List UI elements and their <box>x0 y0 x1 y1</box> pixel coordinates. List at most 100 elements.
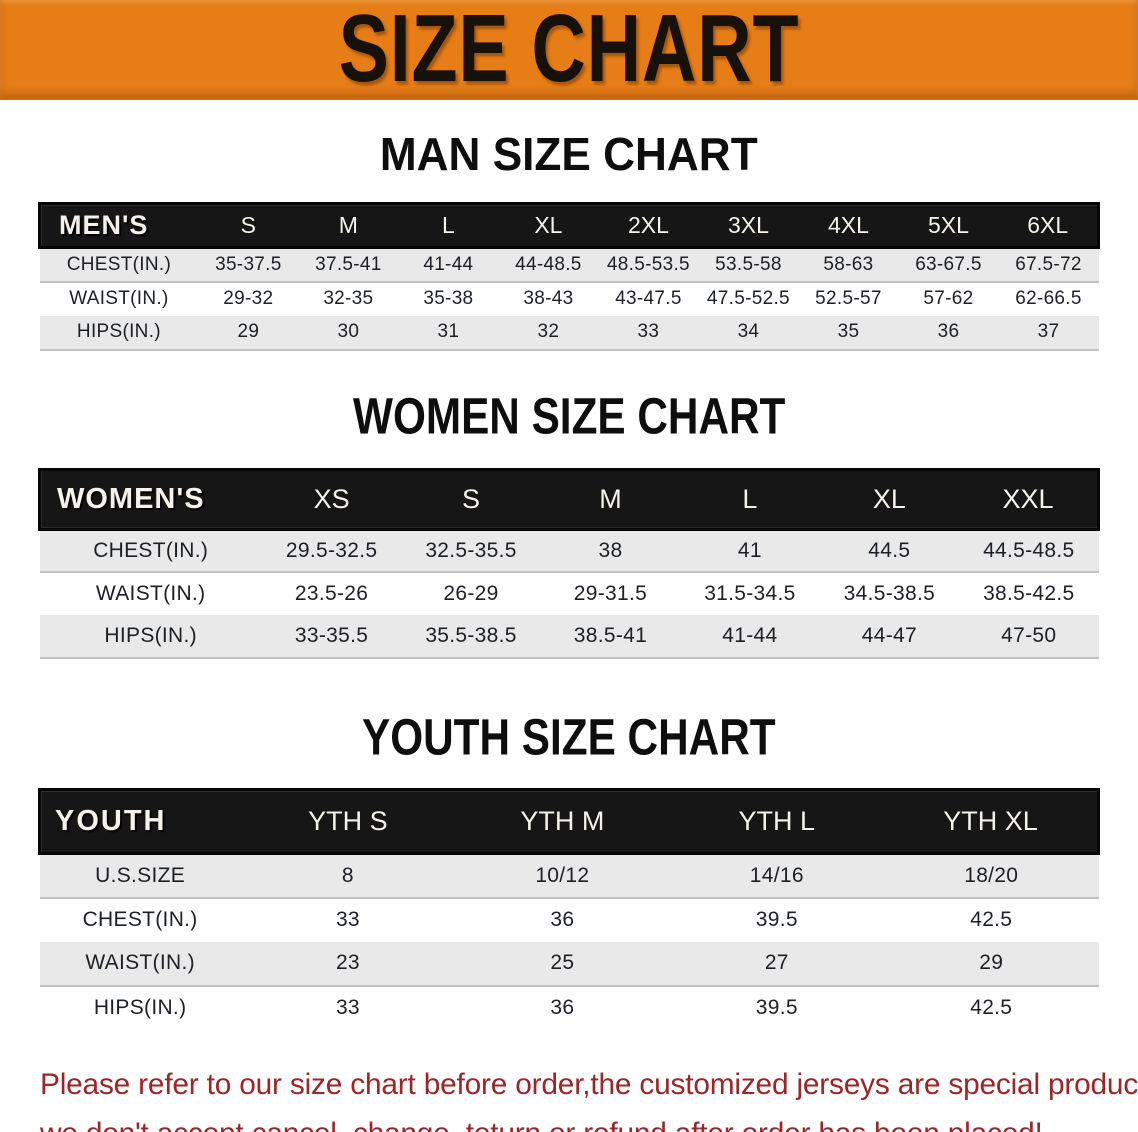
size-value-cell: 63-67.5 <box>915 253 982 275</box>
size-value-cell: 33 <box>335 908 360 931</box>
size-value-cell: 35.5-38.5 <box>425 624 517 647</box>
size-value-cell: 32-35 <box>323 288 374 309</box>
size-value-cell: 44-47 <box>861 624 917 647</box>
size-value-cell: 36 <box>937 321 960 342</box>
size-value-cell: 14/16 <box>749 863 804 887</box>
youth-size-heading: YOUTH SIZE CHART <box>0 708 1138 765</box>
man-size-heading: MAN SIZE CHART <box>0 127 1138 181</box>
size-value-cell: 62-66.5 <box>1015 288 1082 309</box>
size-value-cell: 39.5 <box>755 996 798 1019</box>
row-label: WAIST(IN.) <box>85 951 195 974</box>
size-column-header: 6XL <box>1027 212 1069 238</box>
row-label: HIPS(IN.) <box>93 996 187 1019</box>
table-row: WAIST(IN.) 23.5-26 26-29 29-31.5 31.5-34.5 34… <box>39 572 1099 615</box>
size-value-cell: 10/12 <box>535 863 590 887</box>
table-row: WAIST(IN.) 29-32 32-35 35-38 38-43 43-47.5 47.… <box>39 281 1099 316</box>
row-label: U.S.SIZE <box>95 863 186 887</box>
size-value-cell: 48.5-53.5 <box>606 253 690 275</box>
row-label: CHEST(IN.) <box>93 538 209 562</box>
size-column-header: 4XL <box>827 212 869 238</box>
row-label: CHEST(IN.) <box>82 908 198 931</box>
size-value-cell: 23 <box>335 951 360 974</box>
size-value-cell: 26-29 <box>443 582 499 605</box>
row-label: HIPS(IN.) <box>76 321 161 342</box>
table-row: CHEST(IN.) 29.5-32.5 32.5-35.5 38 41 44.5 44.5… <box>39 529 1099 572</box>
size-column-header: XL <box>534 212 563 238</box>
size-value-cell: 44.5-48.5 <box>983 538 1075 562</box>
size-value-cell: 38-43 <box>523 288 574 309</box>
size-column-header: YTH L <box>738 806 816 836</box>
size-value-cell: 67.5-72 <box>1015 253 1082 275</box>
size-value-cell: 38.5-41 <box>573 624 648 647</box>
size-value-cell: 33-35.5 <box>294 624 369 647</box>
size-value-cell: 43-47.5 <box>615 288 682 309</box>
size-value-cell: 30 <box>337 321 360 342</box>
size-value-cell: 42.5 <box>970 908 1013 931</box>
size-value-cell: 29 <box>237 321 260 342</box>
table-row: HIPS(IN.) 33 36 39.5 42.5 <box>39 985 1099 1030</box>
size-value-cell: 29 <box>979 951 1004 974</box>
disclaimer-text: Please refer to our size chart before or… <box>40 1060 1138 1132</box>
row-label: WAIST(IN.) <box>95 582 206 605</box>
table-row: HIPS(IN.) 29 30 31 32 33 34 35 36 37 <box>39 315 1099 350</box>
size-value-cell: 39.5 <box>755 908 798 931</box>
size-column-header: 3XL <box>727 212 769 238</box>
row-label: WAIST(IN.) <box>69 288 169 309</box>
size-value-cell: 44.5 <box>868 538 911 562</box>
disclaimer-line-2: we don't accept cancel, change, teturn o… <box>40 1109 1095 1132</box>
size-value-cell: 34.5-38.5 <box>843 582 936 605</box>
row-label: CHEST(IN.) <box>66 253 172 275</box>
mens-size-table: MEN'S S M L XL 2XL 3XL 4XL 5XL 6XL CHEST(IN.) 35-37… <box>38 202 1100 351</box>
size-column-header: 2XL <box>627 212 669 238</box>
size-value-cell: 25 <box>550 951 575 974</box>
table-row: HIPS(IN.) 33-35.5 35.5-38.5 38.5-41 41-44 44-… <box>39 615 1099 658</box>
size-value-cell: 58-63 <box>823 253 874 275</box>
size-chart-banner: SIZE CHART <box>0 0 1138 100</box>
size-value-cell: 35-37.5 <box>215 253 282 275</box>
size-value-cell: 31 <box>437 321 460 342</box>
size-value-cell: 29.5-32.5 <box>285 538 378 562</box>
size-value-cell: 35-38 <box>423 288 474 309</box>
size-value-cell: 29-32 <box>223 288 274 309</box>
size-value-cell: 53.5-58 <box>715 253 782 275</box>
size-column-header: M <box>338 212 358 238</box>
size-value-cell: 31.5-34.5 <box>704 582 796 605</box>
size-value-cell: 47.5-52.5 <box>706 288 790 309</box>
size-value-cell: 36 <box>550 908 575 931</box>
size-value-cell: 33 <box>335 996 360 1019</box>
banner-title: SIZE CHART <box>338 0 800 103</box>
size-column-header: M <box>599 483 622 514</box>
size-column-header: XS <box>313 483 350 514</box>
size-value-cell: 37.5-41 <box>315 253 382 275</box>
size-column-header: S <box>240 212 257 238</box>
row-label: HIPS(IN.) <box>104 624 197 647</box>
disclaimer-line-1: Please refer to our size chart before or… <box>40 1067 1138 1101</box>
size-value-cell: 33 <box>637 321 660 342</box>
table-group-label: WOMEN'S <box>57 482 205 515</box>
size-column-header: YTH M <box>520 806 605 836</box>
size-value-cell: 29-31.5 <box>573 582 648 605</box>
size-value-cell: 47-50 <box>1001 624 1057 647</box>
size-value-cell: 23.5-26 <box>294 582 369 605</box>
table-row: CHEST(IN.) 35-37.5 37.5-41 41-44 44-48.5 48.5… <box>39 247 1099 282</box>
size-value-cell: 34 <box>737 321 760 342</box>
size-column-header: S <box>462 483 481 514</box>
table-group-label: YOUTH <box>55 805 167 837</box>
table-group-label: MEN'S <box>59 210 149 240</box>
size-column-header: YTH S <box>308 806 388 836</box>
womens-size-table: WOMEN'S XS S M L XL XXL CHEST(IN.) 29.5-32.5 32.5… <box>38 468 1100 660</box>
size-value-cell: 41 <box>737 538 762 562</box>
size-value-cell: 37 <box>1037 321 1060 342</box>
size-column-header: L <box>742 483 758 514</box>
size-value-cell: 35 <box>837 321 860 342</box>
man-size-heading-text: MAN SIZE CHART <box>380 128 758 180</box>
women-size-heading-text: WOMEN SIZE CHART <box>352 386 786 444</box>
youth-size-table: YOUTH YTH S YTH M YTH L YTH XL U.S.SIZE 8 10/12… <box>38 788 1100 1030</box>
size-column-header: XXL <box>1002 483 1054 514</box>
table-row: U.S.SIZE 8 10/12 14/16 18/20 <box>39 853 1099 898</box>
size-column-header: YTH XL <box>943 806 1038 836</box>
size-value-cell: 41-44 <box>423 253 474 275</box>
size-column-header: XL <box>872 483 906 514</box>
table-row: WAIST(IN.) 23 25 27 29 <box>39 941 1099 986</box>
size-value-cell: 42.5 <box>970 996 1013 1019</box>
